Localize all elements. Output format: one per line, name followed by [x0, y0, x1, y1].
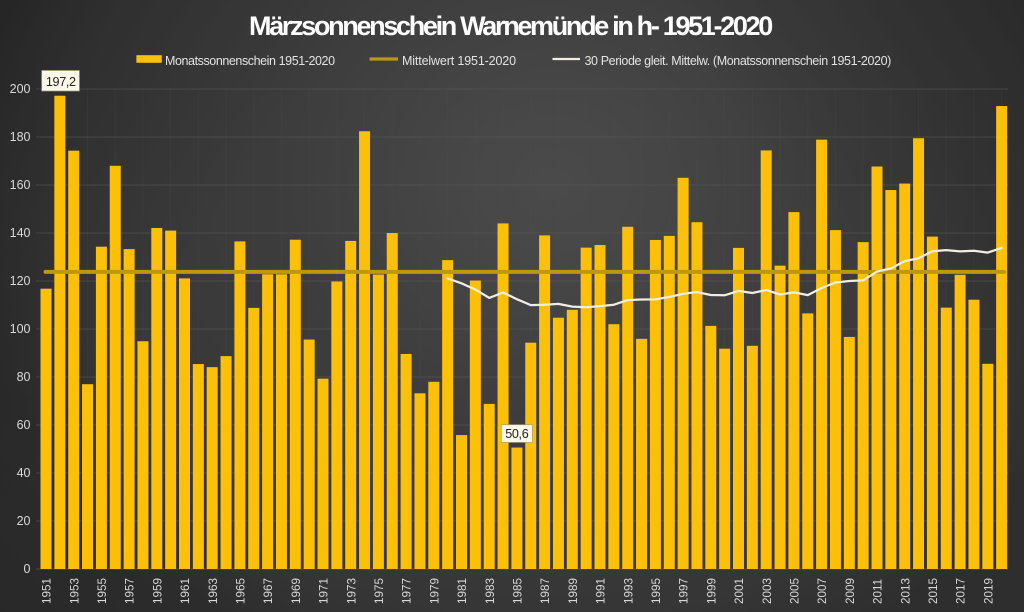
svg-text:1969: 1969 — [290, 578, 303, 604]
svg-text:1975: 1975 — [373, 577, 386, 604]
svg-text:50,6: 50,6 — [505, 427, 528, 441]
svg-text:1957: 1957 — [124, 578, 137, 604]
svg-text:1955: 1955 — [96, 577, 109, 604]
svg-text:1989: 1989 — [567, 578, 580, 604]
svg-text:40: 40 — [17, 466, 31, 480]
svg-text:1973: 1973 — [345, 578, 358, 604]
svg-text:1971: 1971 — [318, 578, 331, 604]
svg-text:1999: 1999 — [705, 578, 718, 604]
svg-text:20: 20 — [17, 514, 31, 528]
svg-text:140: 140 — [10, 226, 31, 240]
svg-text:2011: 2011 — [872, 579, 885, 604]
svg-text:80: 80 — [17, 370, 31, 384]
svg-text:2003: 2003 — [761, 578, 774, 604]
svg-text:2005: 2005 — [789, 577, 802, 604]
svg-text:1979: 1979 — [428, 578, 441, 604]
svg-text:1965: 1965 — [235, 577, 248, 604]
svg-text:2017: 2017 — [955, 578, 968, 604]
svg-text:1963: 1963 — [207, 578, 220, 604]
svg-text:180: 180 — [10, 130, 31, 144]
svg-text:2015: 2015 — [927, 577, 940, 604]
svg-text:2019: 2019 — [982, 578, 995, 604]
svg-text:2013: 2013 — [899, 578, 912, 604]
svg-text:1993: 1993 — [622, 578, 635, 604]
svg-text:1987: 1987 — [539, 578, 552, 604]
svg-text:2007: 2007 — [816, 578, 829, 604]
svg-text:1977: 1977 — [401, 578, 414, 604]
svg-text:1951: 1951 — [41, 578, 54, 604]
svg-text:1995: 1995 — [650, 577, 663, 604]
svg-text:1991: 1991 — [595, 578, 608, 604]
svg-text:1961: 1961 — [179, 578, 192, 604]
svg-text:200: 200 — [10, 82, 31, 96]
svg-text:120: 120 — [10, 274, 31, 288]
svg-text:1953: 1953 — [68, 578, 81, 604]
svg-text:197,2: 197,2 — [46, 75, 76, 89]
svg-text:100: 100 — [10, 322, 31, 336]
svg-text:1967: 1967 — [262, 578, 275, 604]
svg-text:0: 0 — [24, 562, 31, 576]
svg-text:1983: 1983 — [484, 578, 497, 604]
svg-text:1981: 1981 — [456, 578, 469, 604]
svg-text:1997: 1997 — [678, 578, 691, 604]
svg-text:160: 160 — [10, 178, 31, 192]
svg-text:1959: 1959 — [151, 578, 164, 604]
svg-text:1985: 1985 — [512, 577, 525, 604]
svg-text:2001: 2001 — [733, 578, 746, 604]
svg-text:60: 60 — [17, 418, 31, 432]
svg-text:2009: 2009 — [844, 578, 857, 604]
